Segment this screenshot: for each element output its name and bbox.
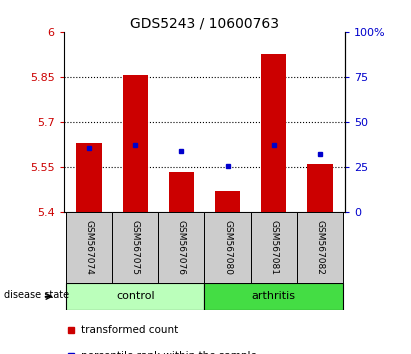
Bar <box>307 164 332 212</box>
Text: percentile rank within the sample: percentile rank within the sample <box>81 351 256 354</box>
Bar <box>297 212 343 283</box>
Text: GSM567080: GSM567080 <box>223 220 232 275</box>
Bar <box>158 212 205 283</box>
Bar <box>169 172 194 212</box>
Bar <box>261 55 286 212</box>
Text: GSM567076: GSM567076 <box>177 220 186 275</box>
Text: transformed count: transformed count <box>81 325 178 335</box>
Bar <box>205 283 343 310</box>
Bar <box>66 212 112 283</box>
Text: GSM567074: GSM567074 <box>85 220 94 275</box>
Bar <box>76 143 102 212</box>
Text: GSM567081: GSM567081 <box>269 220 278 275</box>
Text: disease state: disease state <box>4 290 69 300</box>
Text: GSM567082: GSM567082 <box>315 220 324 275</box>
Text: GSM567075: GSM567075 <box>131 220 140 275</box>
Bar <box>251 212 297 283</box>
Text: control: control <box>116 291 155 302</box>
Title: GDS5243 / 10600763: GDS5243 / 10600763 <box>130 17 279 31</box>
Bar <box>112 212 158 283</box>
Bar <box>205 212 251 283</box>
Text: arthritis: arthritis <box>252 291 296 302</box>
Bar <box>215 192 240 212</box>
Bar <box>66 283 205 310</box>
Bar <box>122 75 148 212</box>
